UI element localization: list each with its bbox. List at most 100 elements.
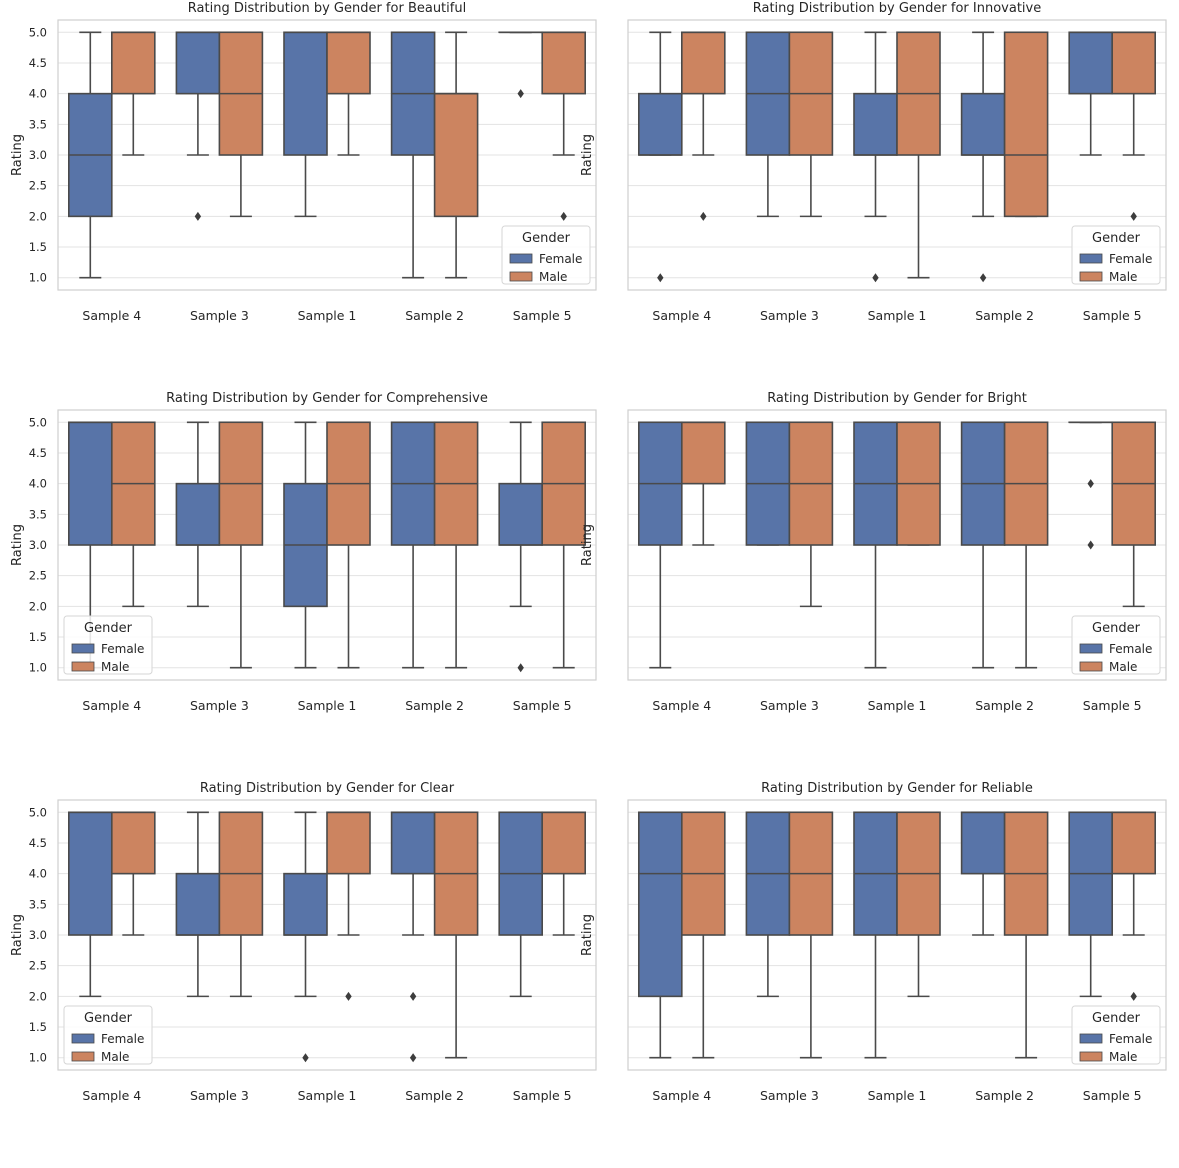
legend: Gender Female Male	[64, 616, 152, 674]
legend-label-male: Male	[1109, 1050, 1137, 1064]
box-iqr	[1005, 32, 1048, 216]
x-tick-label: Sample 1	[298, 698, 357, 713]
box-iqr	[176, 484, 219, 545]
x-tick-label: Sample 5	[1083, 1088, 1142, 1103]
box-iqr	[962, 812, 1005, 873]
box-iqr	[639, 812, 682, 996]
x-tick-label: Sample 5	[1083, 308, 1142, 323]
legend-label-male: Male	[1109, 270, 1137, 284]
y-tick-label: 4.0	[29, 867, 47, 881]
legend-swatch-female	[1080, 1034, 1102, 1043]
box-iqr	[284, 874, 327, 935]
y-axis-label: Rating	[10, 914, 25, 956]
legend-swatch-male	[1080, 272, 1102, 281]
legend: Gender Female Male	[1072, 226, 1160, 284]
box-male	[1005, 32, 1048, 216]
box-iqr	[176, 32, 219, 93]
x-tick-label: Sample 2	[405, 1088, 464, 1103]
x-tick-label: Sample 5	[513, 1088, 572, 1103]
box-iqr	[435, 94, 478, 217]
box-male	[897, 422, 940, 545]
x-tick-label: Sample 2	[975, 308, 1034, 323]
legend-title: Gender	[1092, 231, 1141, 246]
y-axis-label: Rating	[580, 134, 595, 176]
y-axis-label: Rating	[580, 914, 595, 956]
box-iqr	[112, 32, 155, 93]
y-tick-label: 5.0	[29, 415, 47, 429]
legend-swatch-female	[72, 644, 94, 653]
y-axis-label: Rating	[10, 134, 25, 176]
box-iqr	[176, 874, 219, 935]
box-iqr	[639, 94, 682, 155]
chart-panel-4: Rating Distribution by Gender for Bright…	[580, 391, 1166, 713]
chart-title: Rating Distribution by Gender for Innova…	[753, 1, 1041, 16]
legend-title: Gender	[1092, 1011, 1141, 1026]
x-tick-label: Sample 2	[405, 698, 464, 713]
legend-swatch-female	[1080, 254, 1102, 263]
x-tick-label: Sample 5	[513, 698, 572, 713]
x-tick-label: Sample 4	[652, 308, 711, 323]
x-tick-label: Sample 1	[868, 698, 927, 713]
y-tick-label: 1.5	[29, 1020, 47, 1034]
y-tick-label: 1.5	[29, 630, 47, 644]
chart-title: Rating Distribution by Gender for Beauti…	[188, 1, 466, 16]
y-tick-label: 2.5	[29, 179, 47, 193]
y-axis-label: Rating	[580, 524, 595, 566]
box-iqr	[112, 812, 155, 873]
x-tick-label: Sample 3	[190, 698, 249, 713]
legend-title: Gender	[522, 231, 571, 246]
box-iqr	[327, 812, 370, 873]
box-iqr	[392, 812, 435, 873]
x-tick-label: Sample 3	[760, 308, 819, 323]
box-iqr	[69, 422, 112, 545]
chart-title: Rating Distribution by Gender for Clear	[200, 781, 455, 796]
legend-label-male: Male	[1109, 660, 1137, 674]
x-tick-label: Sample 4	[652, 1088, 711, 1103]
y-tick-label: 3.5	[29, 117, 47, 131]
x-tick-label: Sample 4	[82, 308, 141, 323]
box-iqr	[962, 94, 1005, 155]
box-iqr	[327, 32, 370, 93]
chart-panel-2: Rating Distribution by Gender for Innova…	[580, 1, 1166, 323]
y-tick-label: 4.5	[29, 56, 47, 70]
legend-swatch-male	[72, 662, 94, 671]
legend-swatch-female	[510, 254, 532, 263]
x-tick-label: Sample 5	[1083, 698, 1142, 713]
legend-label-female: Female	[1109, 252, 1152, 266]
y-tick-label: 3.5	[29, 507, 47, 521]
y-tick-label: 2.0	[29, 599, 47, 613]
box-iqr	[542, 812, 585, 873]
y-tick-label: 5.0	[29, 25, 47, 39]
y-tick-label: 1.5	[29, 240, 47, 254]
x-tick-label: Sample 1	[298, 1088, 357, 1103]
y-tick-label: 1.0	[29, 1051, 47, 1065]
x-tick-label: Sample 4	[652, 698, 711, 713]
y-tick-label: 4.0	[29, 477, 47, 491]
x-tick-label: Sample 2	[405, 308, 464, 323]
legend-title: Gender	[84, 621, 133, 636]
y-tick-label: 4.0	[29, 87, 47, 101]
legend-label-female: Female	[101, 642, 144, 656]
y-tick-label: 2.5	[29, 959, 47, 973]
chart-title: Rating Distribution by Gender for Compre…	[166, 391, 488, 406]
legend-swatch-female	[1080, 644, 1102, 653]
legend-swatch-male	[1080, 662, 1102, 671]
x-tick-label: Sample 2	[975, 698, 1034, 713]
box-iqr	[1112, 812, 1155, 873]
legend-label-male: Male	[539, 270, 567, 284]
box-iqr	[542, 32, 585, 93]
legend-label-female: Female	[1109, 642, 1152, 656]
y-tick-label: 2.5	[29, 569, 47, 583]
legend-title: Gender	[1092, 621, 1141, 636]
y-tick-label: 4.5	[29, 446, 47, 460]
box-iqr	[69, 812, 112, 935]
x-tick-label: Sample 4	[82, 1088, 141, 1103]
legend-label-male: Male	[101, 660, 129, 674]
box-iqr	[682, 32, 725, 93]
